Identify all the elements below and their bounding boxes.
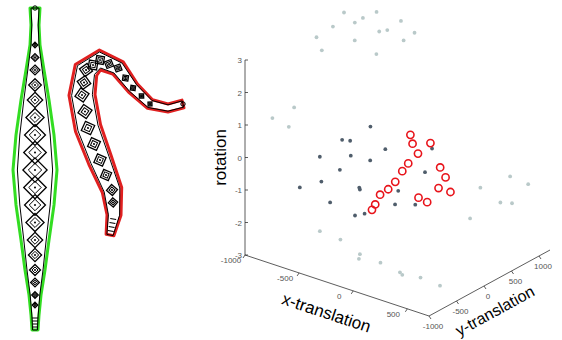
svg-text:y-translation: y-translation xyxy=(453,283,538,340)
svg-text:1: 1 xyxy=(238,121,243,130)
svg-text:-1: -1 xyxy=(235,186,243,195)
svg-text:1000: 1000 xyxy=(534,262,552,271)
svg-text:-2: -2 xyxy=(235,219,243,228)
svg-text:0: 0 xyxy=(337,292,342,301)
svg-text:3: 3 xyxy=(238,56,243,65)
svg-text:0: 0 xyxy=(238,154,243,163)
svg-text:-500: -500 xyxy=(277,274,294,283)
svg-text:-500: -500 xyxy=(452,307,469,316)
svg-text:0: 0 xyxy=(486,292,491,301)
svg-text:x-translation: x-translation xyxy=(279,289,373,336)
svg-text:-1000: -1000 xyxy=(423,322,444,331)
svg-text:rotation: rotation xyxy=(211,129,230,186)
svg-text:-3: -3 xyxy=(235,251,243,260)
svg-text:500: 500 xyxy=(387,310,401,319)
svg-text:500: 500 xyxy=(509,277,523,286)
svg-text:2: 2 xyxy=(238,89,243,98)
svg-text:-1000: -1000 xyxy=(220,256,242,265)
